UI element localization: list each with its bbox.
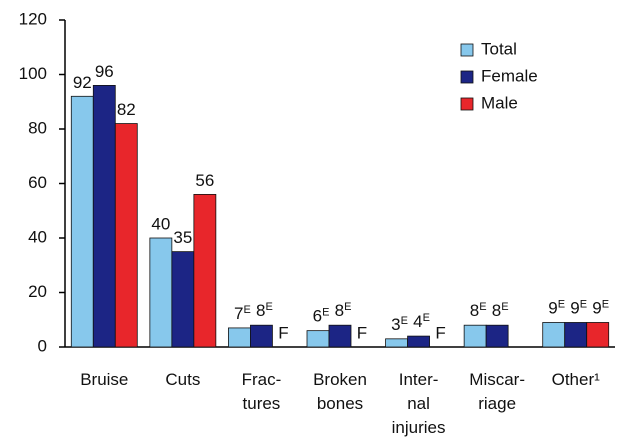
value-label: 6E <box>313 307 330 327</box>
bar <box>542 322 566 348</box>
legend-swatch <box>460 43 474 57</box>
value-label: 3E <box>391 315 408 335</box>
legend-swatch <box>460 70 474 84</box>
value-label: 96 <box>95 62 114 81</box>
bar <box>70 95 94 348</box>
bar <box>485 324 509 348</box>
y-tick-label: 120 <box>19 9 47 28</box>
bar <box>463 324 487 348</box>
value-label: 82 <box>117 100 136 119</box>
y-tick-label: 40 <box>28 227 47 246</box>
bar <box>306 330 330 348</box>
legend-label: Total <box>481 39 517 58</box>
legend-label: Male <box>481 93 518 112</box>
value-label: F <box>357 323 367 342</box>
bar <box>92 85 116 348</box>
value-label: 40 <box>151 214 170 233</box>
value-label: 9E <box>592 298 609 318</box>
value-label: 4E <box>413 312 430 332</box>
value-label: 9E <box>570 298 587 318</box>
y-tick-label: 20 <box>28 282 47 301</box>
x-tick-label: Miscar-riage <box>469 370 525 413</box>
bar <box>228 327 251 348</box>
y-tick-label: 80 <box>28 118 47 137</box>
legend-swatch <box>460 97 474 111</box>
bar <box>407 335 430 348</box>
y-tick-label: 60 <box>28 173 47 192</box>
y-tick-label: 100 <box>19 64 47 83</box>
x-tick-label: Cuts <box>165 370 200 389</box>
value-label: 8E <box>256 301 273 321</box>
y-tick-label: 0 <box>38 336 47 355</box>
bar <box>149 237 173 348</box>
value-label: 56 <box>195 171 214 190</box>
value-label: 92 <box>73 73 92 92</box>
bar <box>564 322 588 348</box>
value-label: F <box>435 323 445 342</box>
value-label: 8E <box>492 301 509 321</box>
bar <box>193 193 217 348</box>
value-label: 9E <box>548 298 565 318</box>
x-tick-label: Inter-nal injuries <box>392 370 446 437</box>
x-tick-label: Other¹ <box>552 370 601 389</box>
x-tick-label: Bruise <box>80 370 128 389</box>
bar <box>586 322 610 348</box>
value-label: F <box>278 323 288 342</box>
value-label: 8E <box>335 301 352 321</box>
bar <box>114 123 138 348</box>
x-tick-label: Frac-tures <box>242 370 282 413</box>
bar <box>250 324 273 348</box>
bar <box>385 338 408 348</box>
bar <box>171 251 195 348</box>
x-tick-label: Broken bones <box>313 370 367 413</box>
bar <box>328 324 352 348</box>
value-label: 7E <box>234 304 251 324</box>
value-label: 8E <box>470 301 487 321</box>
value-label: 35 <box>173 228 192 247</box>
legend-label: Female <box>481 66 538 85</box>
